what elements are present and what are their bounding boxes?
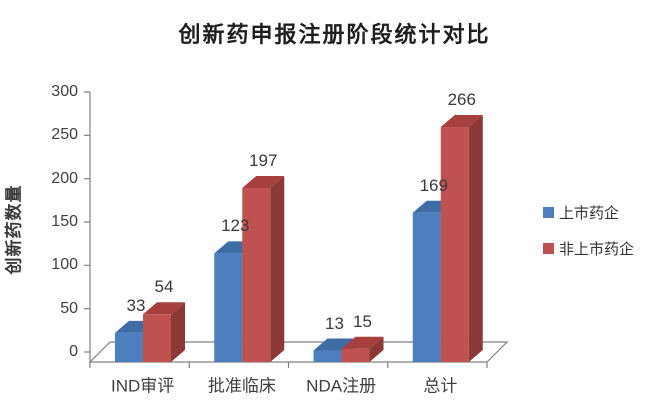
- data-label: 13: [325, 313, 344, 333]
- y-tick-label: 250: [51, 126, 78, 144]
- bar-front: [412, 212, 441, 362]
- bar-side: [369, 336, 384, 362]
- bar-side: [468, 115, 483, 363]
- category-label: IND审评: [110, 376, 175, 396]
- data-label: 123: [221, 216, 250, 236]
- y-tick-label: 200: [51, 169, 78, 187]
- legend-label: 非上市药企: [559, 241, 635, 258]
- bar-front: [115, 332, 143, 362]
- bar-front: [313, 350, 342, 362]
- legend-swatch: [543, 207, 554, 218]
- legend-item: 上市药企: [543, 202, 619, 223]
- data-label: 54: [154, 277, 174, 297]
- bar-top: [440, 115, 483, 128]
- bar-top: [341, 336, 384, 349]
- category-label: NDA注册: [306, 376, 377, 396]
- y-tick-label: 50: [60, 299, 78, 317]
- bar-front: [440, 127, 469, 363]
- bar-top: [242, 175, 285, 188]
- bar-side: [270, 175, 285, 362]
- bar-side: [171, 302, 185, 362]
- y-tick-label: 150: [51, 213, 78, 230]
- data-label: 169: [419, 175, 448, 195]
- y-tick-label: 0: [69, 343, 78, 360]
- legend-swatch: [543, 243, 554, 254]
- bar-front: [341, 348, 370, 362]
- category-label: 总计: [423, 376, 458, 396]
- y-tick-label: 300: [51, 83, 78, 100]
- data-label: 266: [447, 90, 476, 110]
- chart-title: 创新药申报注册阶段统计对比: [178, 22, 491, 47]
- bar-front: [143, 314, 171, 362]
- category-label: 批准临床: [207, 376, 276, 396]
- y-tick-label: 100: [51, 256, 78, 274]
- data-label: 33: [126, 295, 146, 315]
- data-label: 197: [249, 150, 278, 170]
- bar-front: [242, 187, 271, 362]
- legend-item: 非上市药企: [543, 238, 634, 259]
- bar-top: [143, 302, 185, 315]
- legend-label: 上市药企: [559, 205, 620, 222]
- data-label: 15: [353, 311, 372, 331]
- bar-front: [214, 253, 243, 362]
